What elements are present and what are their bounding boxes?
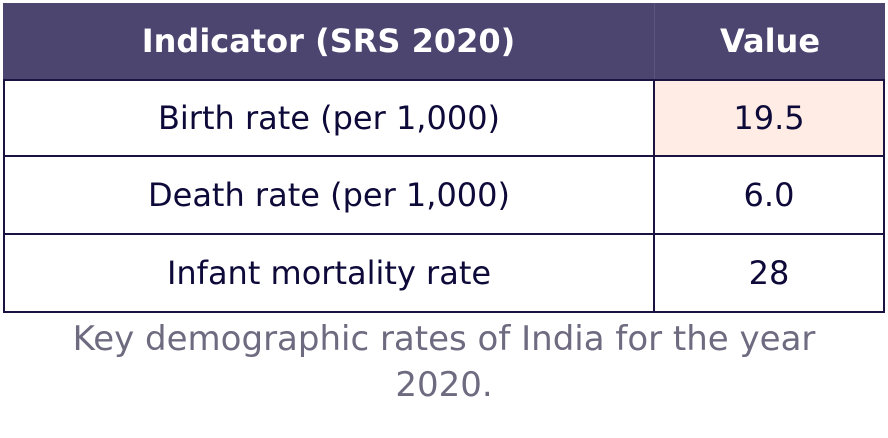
table-row: Death rate (per 1,000) 6.0 — [3, 157, 885, 235]
indicator-cell: Infant mortality rate — [5, 235, 655, 311]
table-body: Birth rate (per 1,000) 19.5 Death rate (pe… — [3, 79, 885, 313]
table-row: Infant mortality rate 28 — [3, 235, 885, 313]
value-cell: 19.5 — [655, 81, 883, 155]
table: Indicator (SRS 2020) Value Birth rate (p… — [3, 3, 885, 313]
header-cell: Value — [719, 22, 821, 60]
indicator-cell: Death rate (per 1,000) — [5, 157, 655, 233]
header-cell: Indicator (SRS 2020) — [3, 3, 655, 79]
value-cell: 6.0 — [743, 176, 795, 214]
value-cell: 28 — [748, 254, 790, 292]
header-row: Indicator (SRS 2020) Value — [3, 3, 885, 79]
table-row: Birth rate (per 1,000) 19.5 — [3, 79, 885, 157]
caption: Key demographic rates of India for the y… — [72, 319, 816, 405]
indicator-cell: Birth rate (per 1,000) — [5, 81, 655, 155]
